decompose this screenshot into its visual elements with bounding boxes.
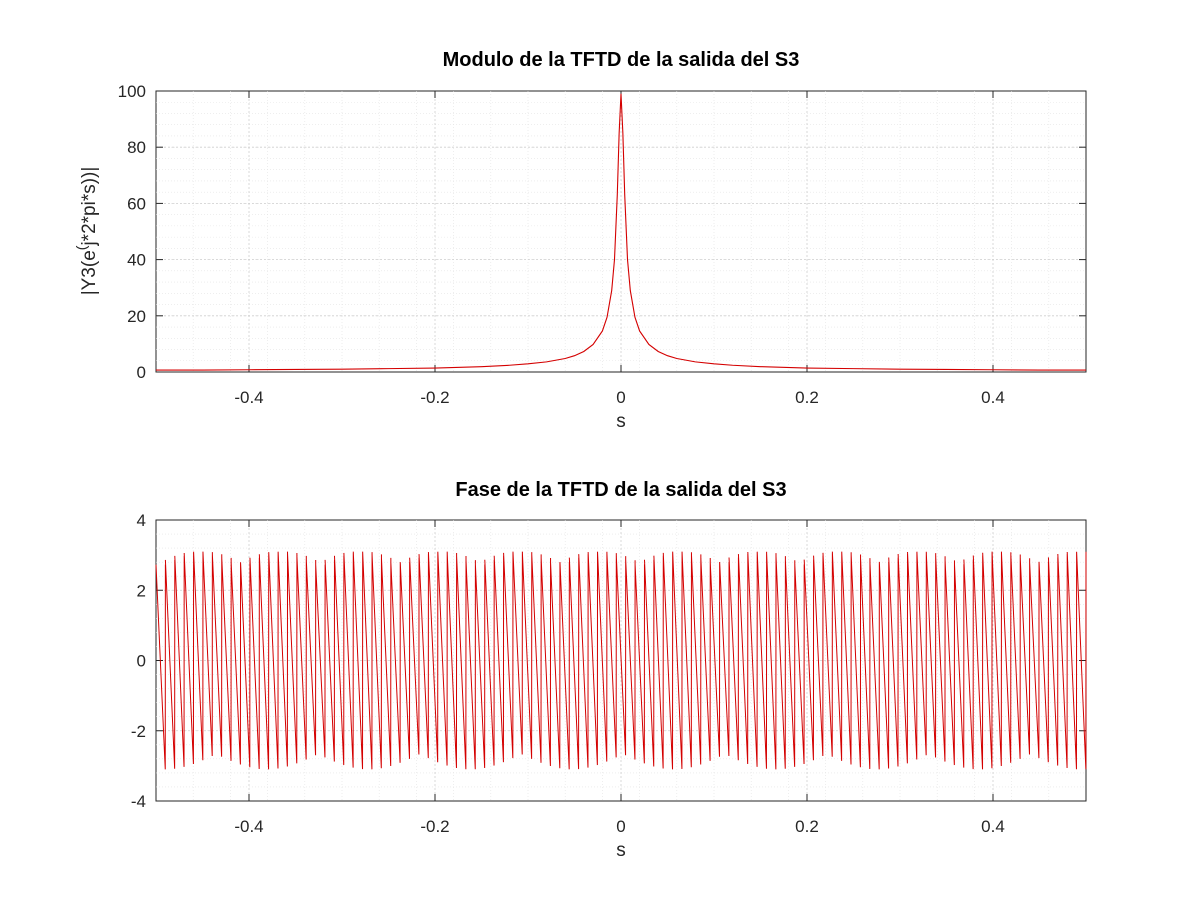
- x-tick-label: 0.4: [981, 817, 1005, 836]
- magnitude-x-ticks: -0.4 -0.2 0 0.2 0.4: [234, 91, 1005, 407]
- y-tick-label: 40: [127, 251, 146, 270]
- phase-x-label: s: [616, 840, 626, 861]
- x-tick-label: 0: [616, 817, 625, 836]
- phase-title: Fase de la TFTD de la salida del S3: [455, 479, 786, 501]
- y-tick-label: 0: [137, 652, 146, 671]
- y-tick-label: 80: [127, 138, 146, 157]
- magnitude-y-label-sup: (: [73, 245, 89, 250]
- x-tick-label: -0.4: [234, 817, 263, 836]
- magnitude-y-label-rest: j*2*pi*s))|: [79, 167, 100, 247]
- y-tick-label: 60: [127, 194, 146, 213]
- x-tick-label: 0.4: [981, 388, 1005, 407]
- magnitude-series-line: [156, 93, 1086, 371]
- x-tick-label: 0.2: [795, 817, 819, 836]
- magnitude-title: Modulo de la TFTD de la salida del S3: [443, 49, 800, 71]
- magnitude-y-label: |Y3(e(j*2*pi*s))|: [73, 167, 100, 296]
- y-tick-label: 20: [127, 307, 146, 326]
- x-tick-label: 0.2: [795, 388, 819, 407]
- magnitude-y-ticks: 0 20 40 60 80 100: [118, 82, 1086, 382]
- phase-axes: Fase de la TFTD de la salida del S3 -0.4…: [131, 479, 1087, 861]
- x-tick-label: -0.2: [420, 817, 449, 836]
- phase-y-ticks: -4 -2 0 2 4: [131, 511, 1086, 811]
- magnitude-major-grid: [156, 91, 1086, 372]
- phase-series-line: [155, 551, 1087, 770]
- x-tick-label: -0.2: [420, 388, 449, 407]
- y-tick-label: 2: [137, 581, 146, 600]
- y-tick-label: -4: [131, 792, 146, 811]
- magnitude-y-label-main: |Y3(e: [79, 250, 100, 295]
- y-tick-label: 100: [118, 82, 146, 101]
- x-tick-label: 0: [616, 388, 625, 407]
- y-tick-label: -2: [131, 722, 146, 741]
- phase-x-ticks: -0.4 -0.2 0 0.2 0.4: [234, 520, 1005, 836]
- magnitude-x-label: s: [616, 411, 626, 432]
- magnitude-axes: Modulo de la TFTD de la salida del S3 -0…: [73, 49, 1087, 432]
- y-tick-label: 4: [137, 511, 146, 530]
- y-tick-label: 0: [137, 363, 146, 382]
- x-tick-label: -0.4: [234, 388, 263, 407]
